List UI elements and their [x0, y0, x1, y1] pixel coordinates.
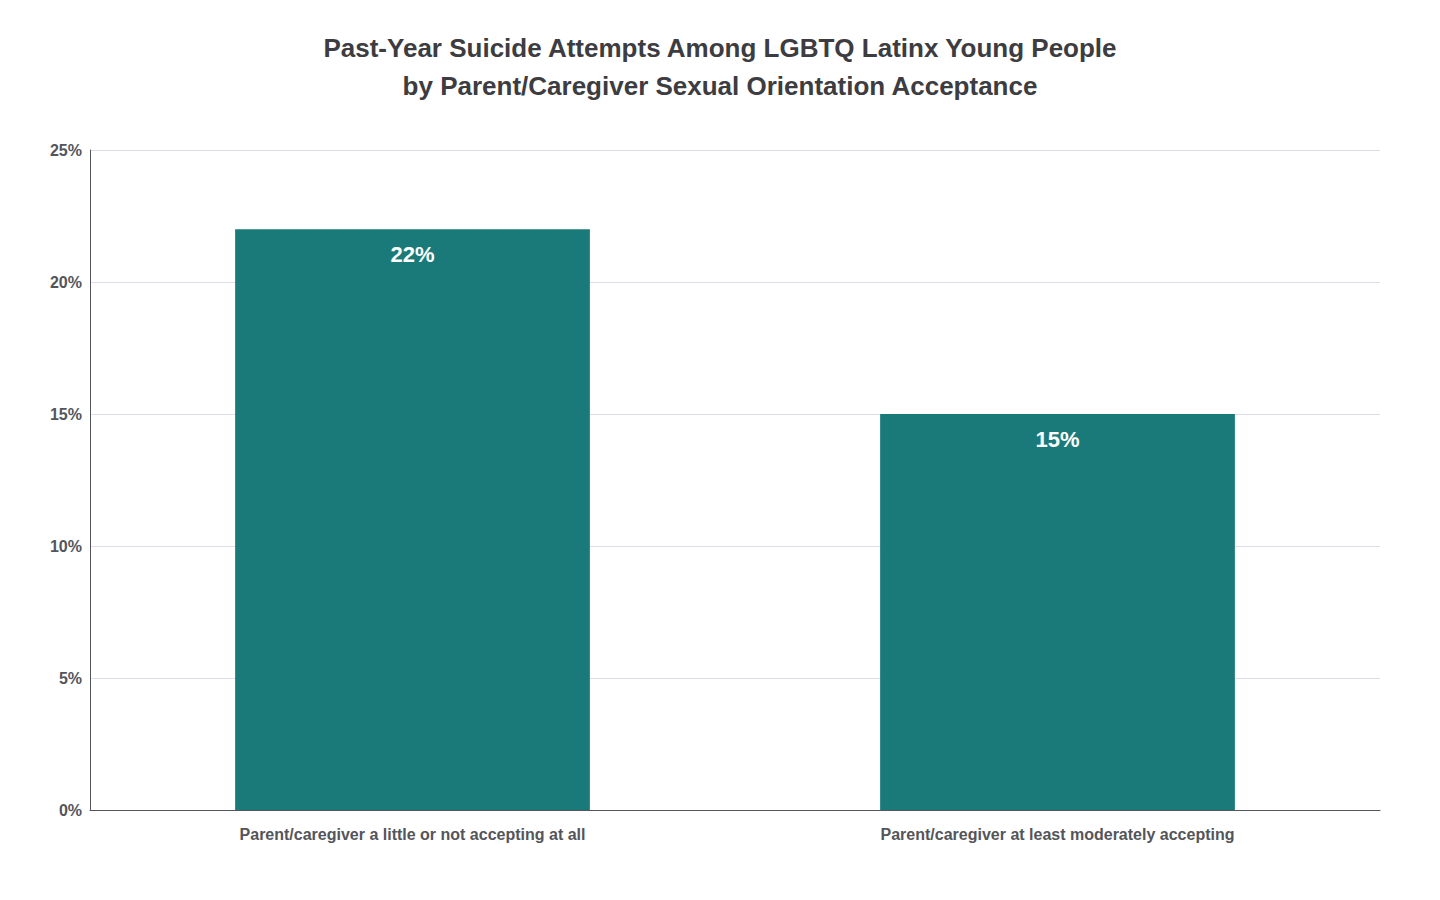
svg-text:0%: 0% — [59, 802, 82, 819]
svg-text:22%: 22% — [390, 242, 434, 267]
svg-text:15%: 15% — [50, 406, 82, 423]
svg-text:25%: 25% — [50, 142, 82, 159]
svg-text:20%: 20% — [50, 274, 82, 291]
svg-text:10%: 10% — [50, 538, 82, 555]
svg-text:5%: 5% — [59, 670, 82, 687]
svg-text:Past-Year Suicide Attempts Amo: Past-Year Suicide Attempts Among LGBTQ L… — [323, 33, 1116, 63]
svg-text:by Parent/Caregiver Sexual Ori: by Parent/Caregiver Sexual Orientation A… — [403, 71, 1038, 101]
svg-text:15%: 15% — [1035, 427, 1079, 452]
svg-text:Parent/caregiver at least mode: Parent/caregiver at least moderately acc… — [881, 826, 1235, 843]
svg-text:Parent/caregiver a little or n: Parent/caregiver a little or not accepti… — [240, 826, 586, 843]
